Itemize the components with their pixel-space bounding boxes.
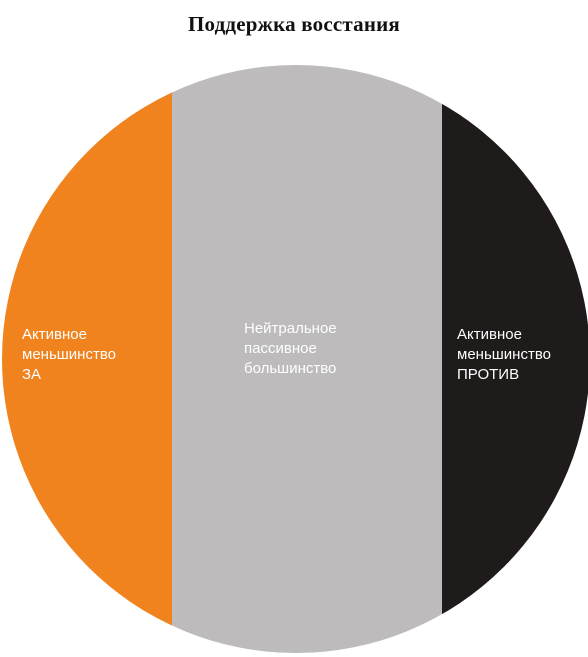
segment-middle-line-3: большинство [244, 360, 336, 377]
segment-middle-line-1: Нейтральное [244, 320, 337, 337]
diagram-title: Поддержка восстания [187, 12, 400, 36]
segment-right-line-3: ПРОТИВ [457, 366, 519, 383]
segment-right-line-1: Активное [457, 326, 522, 343]
segment-right-line-2: меньшинство [457, 346, 551, 363]
segment-left-label: Активное меньшинство ЗА [22, 326, 120, 383]
segment-middle-line-2: пассивное [244, 340, 317, 357]
segment-left-line-3: ЗА [22, 366, 41, 383]
segment-left-line-1: Активное [22, 326, 87, 343]
segment-middle-label: Нейтральное пассивное большинство [244, 320, 341, 377]
segment-middle [172, 65, 442, 653]
segment-right-label: Активное меньшинство ПРОТИВ [457, 326, 555, 383]
segment-left-line-2: меньшинство [22, 346, 116, 363]
